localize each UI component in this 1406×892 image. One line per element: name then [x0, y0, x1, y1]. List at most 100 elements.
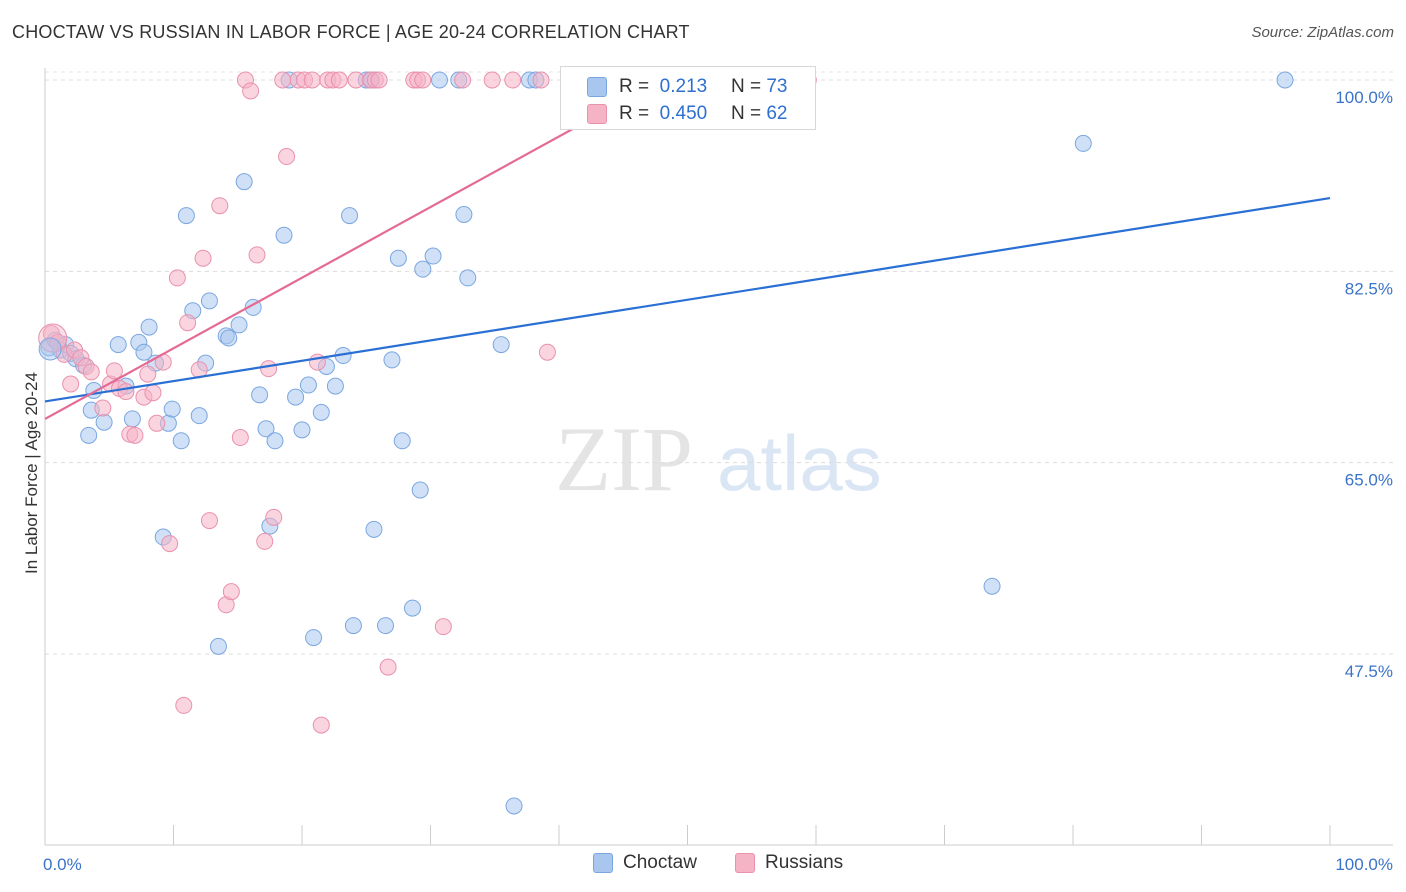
- stats-row-choctaw: R = 0.213 N = 73: [561, 73, 787, 101]
- chart-title: CHOCTAW VS RUSSIAN IN LABOR FORCE | AGE …: [12, 22, 690, 42]
- choctaw-point: [299, 376, 317, 394]
- choctaw-point: [287, 388, 305, 406]
- tick-labels: 47.5% 65.0% 82.5% 100.0% 0.0% 100.0%: [43, 88, 1393, 874]
- choctaw-point: [393, 432, 411, 450]
- choctaw-swatch: [587, 77, 607, 97]
- choctaw-point: [404, 599, 422, 617]
- choctaw-point: [424, 247, 442, 265]
- russians-point: [126, 426, 144, 444]
- y-tick-label: 100.0%: [1335, 88, 1393, 107]
- y-tick-label: 65.0%: [1345, 471, 1393, 490]
- choctaw-point: [257, 420, 275, 438]
- choctaw-point: [312, 403, 330, 421]
- choctaw-point: [220, 329, 238, 347]
- watermark-zip: ZIP: [555, 408, 693, 510]
- russians-point: [434, 618, 452, 636]
- x-tick-label: 100.0%: [1335, 855, 1393, 874]
- choctaw-point: [377, 617, 395, 635]
- choctaw-point: [275, 226, 293, 244]
- russians-point: [105, 362, 123, 380]
- russians-point: [200, 512, 218, 530]
- russians-point: [222, 583, 240, 601]
- choctaw-point: [455, 205, 473, 223]
- russians-point: [379, 658, 397, 676]
- stats-row-russians: R = 0.450 N = 62: [561, 100, 787, 128]
- russians-point: [161, 535, 179, 553]
- russians-point: [330, 71, 348, 89]
- russians-point: [194, 249, 212, 267]
- choctaw-trend-line: [44, 196, 1331, 403]
- russians-point: [248, 246, 266, 264]
- choctaw-point: [430, 71, 448, 89]
- russians-point: [256, 532, 274, 550]
- y-axis-label: In Labor Force | Age 20-24: [22, 372, 41, 574]
- series-russians: [42, 71, 817, 734]
- choctaw-point: [505, 797, 523, 815]
- r-label: R =: [619, 76, 650, 97]
- russians-point: [483, 71, 501, 89]
- choctaw-point: [1074, 134, 1092, 152]
- choctaw-point: [251, 386, 269, 404]
- n-label: N =: [730, 103, 762, 124]
- russians-point: [303, 71, 321, 89]
- russians-point: [242, 82, 260, 100]
- legend-item-choctaw: Choctaw: [593, 852, 697, 874]
- choctaw-point: [172, 432, 190, 450]
- choctaw-point: [123, 410, 141, 428]
- choctaw-point: [163, 400, 181, 418]
- r-value: 0.450: [659, 103, 708, 124]
- y-tick-label: 82.5%: [1345, 279, 1393, 298]
- choctaw-point: [983, 577, 1001, 595]
- legend-label: Russians: [765, 852, 844, 873]
- axes: [44, 68, 1393, 846]
- russians-trend-line: [44, 79, 663, 420]
- russians-point: [82, 363, 100, 381]
- russians-point: [175, 696, 193, 714]
- n-value: 62: [766, 103, 788, 124]
- gridlines: [45, 71, 1393, 655]
- russians-point: [347, 71, 365, 89]
- russians-point: [179, 314, 197, 332]
- russians-point: [168, 269, 186, 287]
- choctaw-point: [414, 260, 432, 278]
- russians-point: [148, 414, 166, 432]
- russians-swatch: [735, 853, 755, 873]
- r-value: 0.213: [659, 76, 708, 97]
- choctaw-point: [341, 207, 359, 225]
- choctaw-point: [209, 637, 227, 655]
- legend-label: Choctaw: [623, 852, 697, 873]
- choctaw-point: [344, 617, 362, 635]
- choctaw-point: [235, 173, 253, 191]
- russians-point: [265, 508, 283, 526]
- russians-point: [144, 384, 162, 402]
- choctaw-point: [1276, 71, 1294, 89]
- russians-point: [532, 71, 550, 89]
- choctaw-swatch: [593, 853, 613, 873]
- stats-legend: R = 0.213 N = 73 R = 0.450 N = 62: [560, 66, 816, 130]
- russians-point: [231, 429, 249, 447]
- n-value: 73: [766, 76, 788, 97]
- choctaw-point: [80, 426, 98, 444]
- russians-point: [117, 383, 135, 401]
- russians-point: [538, 343, 556, 361]
- russians-point: [278, 148, 296, 166]
- choctaw-point: [305, 629, 323, 647]
- russians-point: [62, 375, 80, 393]
- choctaw-point: [389, 249, 407, 267]
- russians-point: [260, 360, 278, 378]
- russians-point: [139, 365, 157, 383]
- russians-point: [211, 197, 229, 215]
- choctaw-point: [177, 207, 195, 225]
- choctaw-point: [326, 377, 344, 395]
- choctaw-point: [411, 481, 429, 499]
- russians-point: [274, 71, 292, 89]
- russians-point: [312, 716, 330, 734]
- russians-point: [504, 71, 522, 89]
- russians-swatch: [587, 104, 607, 124]
- choctaw-point: [95, 413, 113, 431]
- choctaw-point: [492, 336, 510, 354]
- russians-point: [414, 71, 432, 89]
- choctaw-point: [266, 432, 284, 450]
- x-tick-label: 0.0%: [43, 855, 82, 874]
